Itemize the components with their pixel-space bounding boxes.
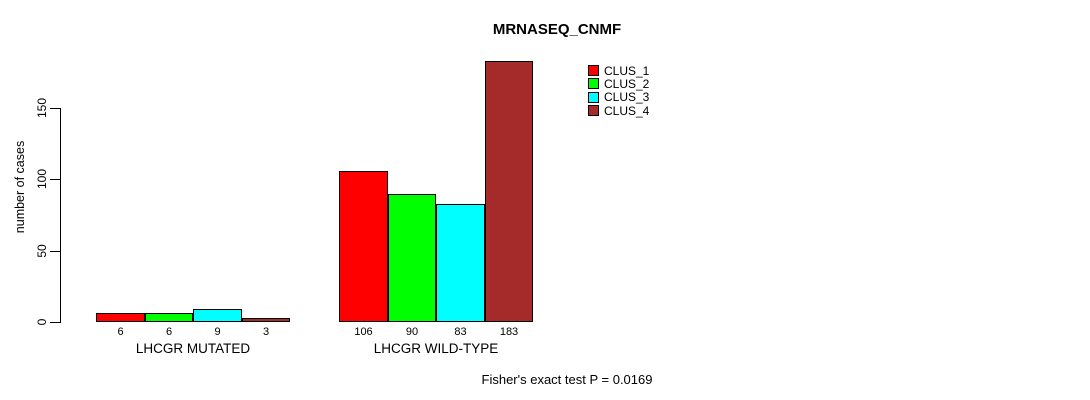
- y-tick-label: 50: [35, 244, 49, 258]
- legend-item: CLUS_1: [588, 63, 650, 78]
- bar: [145, 313, 193, 322]
- bar: [96, 313, 145, 322]
- bar: [485, 61, 533, 322]
- bar: [339, 171, 388, 322]
- legend-swatch: [588, 105, 599, 117]
- bar-value-label: 183: [499, 326, 519, 338]
- group-label: LHCGR WILD-TYPE: [373, 341, 499, 356]
- fisher-test-caption: Fisher's exact test P = 0.0169: [481, 372, 653, 387]
- legend-item: CLUS_2: [588, 76, 650, 91]
- y-axis-title: number of cases: [13, 140, 27, 234]
- bar-value-label: 9: [214, 326, 221, 338]
- chart-title: MRNASEQ_CNMF: [492, 21, 622, 38]
- bar: [193, 309, 242, 322]
- bar: [436, 204, 485, 322]
- legend-item: CLUS_3: [588, 90, 650, 105]
- y-tick: [50, 251, 60, 252]
- legend-swatch: [588, 91, 599, 103]
- legend-swatch: [588, 78, 599, 90]
- bar-value-label: 106: [354, 326, 373, 338]
- y-axis-line: [60, 108, 61, 323]
- bar-value-label: 90: [405, 326, 419, 338]
- y-tick-label: 150: [35, 97, 49, 119]
- bar: [242, 318, 290, 322]
- y-tick: [50, 179, 60, 180]
- y-tick: [50, 322, 60, 323]
- bar: [388, 194, 436, 322]
- y-tick: [50, 108, 60, 109]
- y-tick-label: 0: [35, 318, 49, 326]
- bar-value-label: 6: [165, 326, 173, 338]
- y-tick-label: 100: [35, 168, 49, 190]
- legend-swatch: [588, 65, 599, 76]
- legend-label: CLUS_2: [604, 76, 650, 91]
- legend-label: CLUS_4: [604, 103, 650, 118]
- bar-value-label: 6: [117, 326, 124, 338]
- legend-label: CLUS_1: [604, 63, 650, 78]
- legend-label: CLUS_3: [604, 90, 650, 105]
- bar-value-label: 83: [454, 326, 467, 338]
- group-label: LHCGR MUTATED: [135, 341, 251, 356]
- legend-item: CLUS_4: [588, 103, 650, 118]
- bar-value-label: 3: [262, 326, 270, 338]
